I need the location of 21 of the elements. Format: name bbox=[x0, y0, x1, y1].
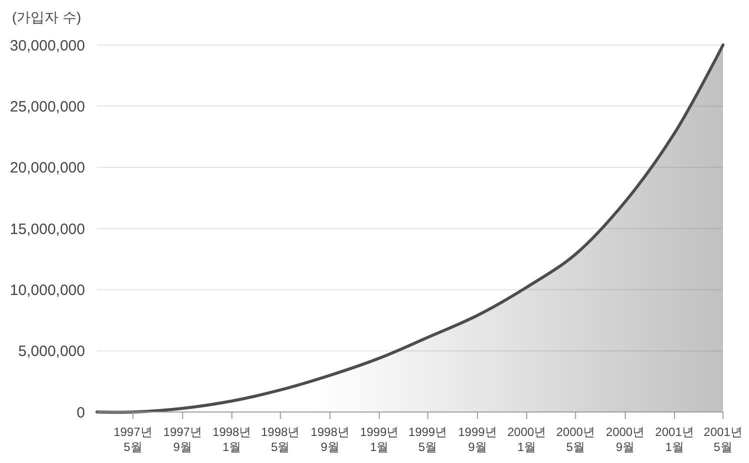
x-tick-label: 1998년 1월 bbox=[212, 425, 252, 454]
y-tick-label: 10,000,000 bbox=[10, 282, 85, 299]
x-tick-label: 2000년 1월 bbox=[507, 425, 546, 454]
y-tick-label: 20,000,000 bbox=[10, 160, 85, 177]
x-tick-label: 2001년 1월 bbox=[655, 425, 694, 454]
y-tick-label: 0 bbox=[76, 404, 85, 422]
x-tick-label: 1997년 9월 bbox=[163, 425, 202, 454]
y-tick-label: 25,000,000 bbox=[10, 98, 85, 116]
y-tick-label: 15,000,000 bbox=[10, 220, 85, 238]
x-tick-label: 1997년 5월 bbox=[114, 425, 152, 454]
x-tick-label: 1998년 5월 bbox=[261, 425, 300, 454]
y-axis-title: (가입자 수) bbox=[12, 9, 82, 25]
x-tick-label: 1999년 1월 bbox=[360, 425, 399, 454]
x-tick-label: 1999년 5월 bbox=[408, 425, 448, 454]
x-tick-label: 2000년 5월 bbox=[556, 425, 595, 454]
y-tick-label: 30,000,000 bbox=[10, 37, 85, 54]
x-tick-label: 1999년 9월 bbox=[458, 425, 497, 454]
x-tick-label: 1998년 9월 bbox=[310, 425, 350, 454]
x-tick-label: 2000년 9월 bbox=[606, 425, 645, 454]
y-tick-label: 5,000,000 bbox=[18, 343, 85, 360]
x-tick-label: 2001년 5월 bbox=[704, 425, 742, 454]
